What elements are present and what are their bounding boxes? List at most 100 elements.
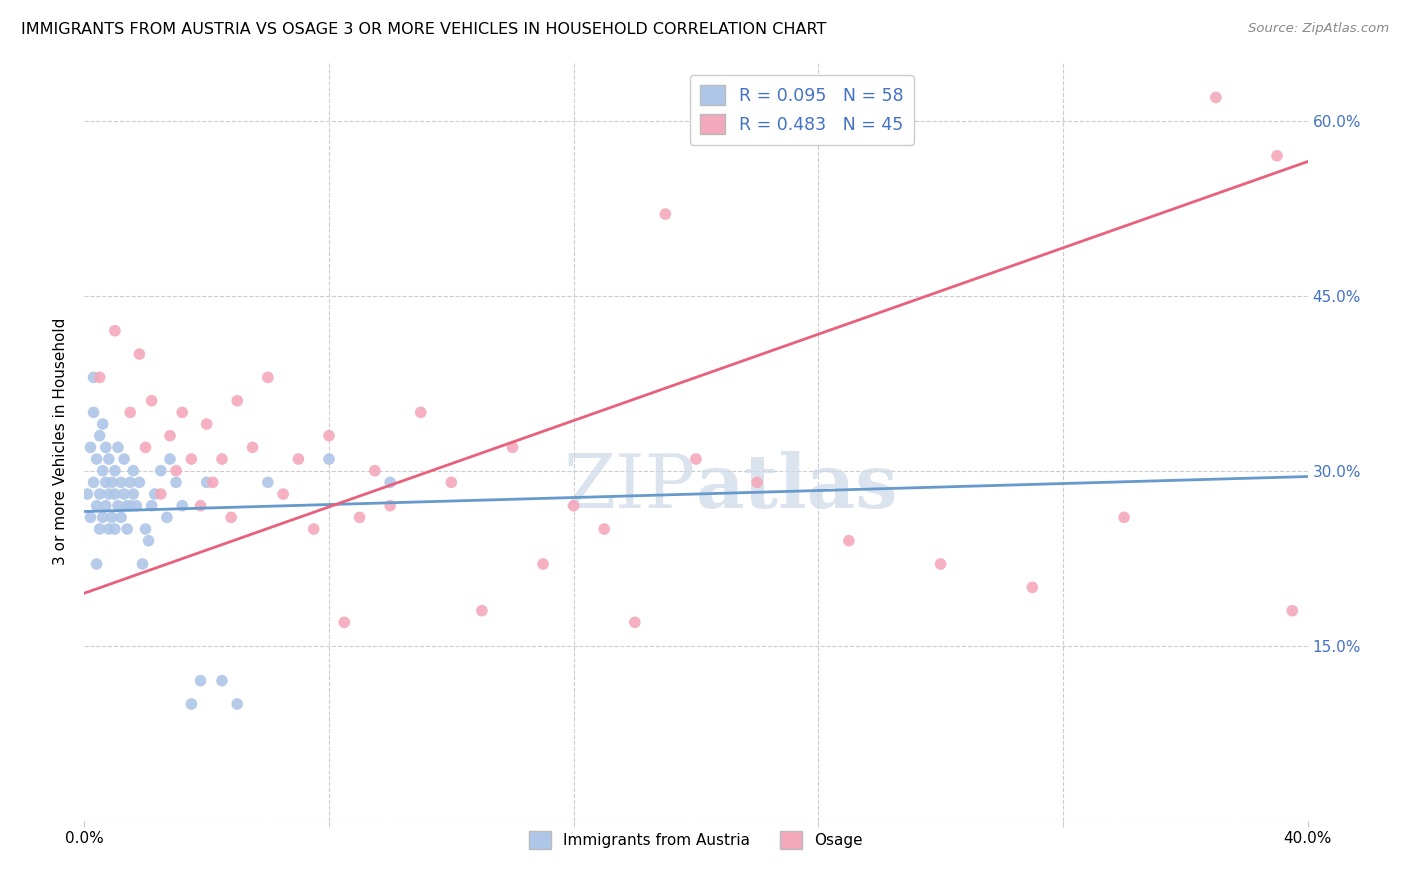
Point	[257, 370, 280, 384]
Y-axis label: 3 or more Vehicles in Household: 3 or more Vehicles in Household	[53, 318, 69, 566]
Point	[287, 452, 309, 467]
Point	[195, 475, 218, 490]
Point	[122, 464, 145, 478]
Point	[97, 522, 120, 536]
Point	[149, 487, 172, 501]
Point	[471, 604, 494, 618]
Point	[257, 475, 280, 490]
Point	[112, 487, 135, 501]
Point	[83, 370, 105, 384]
Point	[141, 393, 163, 408]
Point	[120, 405, 142, 419]
Point	[409, 405, 432, 419]
Point	[211, 452, 233, 467]
Point	[91, 417, 114, 431]
Point	[1021, 580, 1043, 594]
Point	[838, 533, 860, 548]
Point	[115, 522, 138, 536]
Point	[76, 487, 98, 501]
Point	[1265, 149, 1288, 163]
Point	[172, 405, 194, 419]
Point	[1205, 90, 1227, 104]
Legend: Immigrants from Austria, Osage: Immigrants from Austria, Osage	[523, 825, 869, 855]
Point	[83, 405, 105, 419]
Point	[380, 499, 402, 513]
Point	[89, 522, 111, 536]
Text: ZIP: ZIP	[564, 450, 696, 524]
Point	[180, 452, 202, 467]
Point	[138, 533, 160, 548]
Point	[271, 487, 294, 501]
Point	[89, 370, 111, 384]
Point	[349, 510, 371, 524]
Point	[593, 522, 616, 536]
Point	[141, 499, 163, 513]
Point	[333, 615, 356, 630]
Point	[242, 441, 264, 455]
Point	[104, 487, 127, 501]
Point	[180, 697, 202, 711]
Point	[190, 673, 212, 688]
Point	[364, 464, 387, 478]
Point	[156, 510, 179, 524]
Point	[318, 428, 340, 442]
Point	[302, 522, 325, 536]
Point	[86, 452, 108, 467]
Point	[165, 464, 187, 478]
Point	[135, 522, 157, 536]
Point	[101, 475, 124, 490]
Point	[1114, 510, 1136, 524]
Point	[149, 464, 172, 478]
Point	[654, 207, 676, 221]
Point	[89, 487, 111, 501]
Point	[120, 475, 142, 490]
Point	[226, 393, 249, 408]
Point	[562, 499, 585, 513]
Point	[86, 557, 108, 571]
Point	[110, 510, 132, 524]
Text: atlas: atlas	[696, 450, 898, 524]
Point	[1281, 604, 1303, 618]
Point	[97, 487, 120, 501]
Text: IMMIGRANTS FROM AUSTRIA VS OSAGE 3 OR MORE VEHICLES IN HOUSEHOLD CORRELATION CHA: IMMIGRANTS FROM AUSTRIA VS OSAGE 3 OR MO…	[21, 22, 827, 37]
Point	[110, 475, 132, 490]
Point	[79, 510, 101, 524]
Point	[91, 464, 114, 478]
Point	[104, 522, 127, 536]
Point	[128, 347, 150, 361]
Point	[685, 452, 707, 467]
Point	[624, 615, 647, 630]
Point	[122, 487, 145, 501]
Point	[83, 475, 105, 490]
Point	[159, 428, 181, 442]
Point	[159, 452, 181, 467]
Point	[125, 499, 148, 513]
Point	[97, 452, 120, 467]
Point	[201, 475, 224, 490]
Point	[380, 475, 402, 490]
Point	[226, 697, 249, 711]
Point	[135, 441, 157, 455]
Point	[101, 510, 124, 524]
Point	[440, 475, 463, 490]
Point	[94, 499, 117, 513]
Point	[929, 557, 952, 571]
Point	[195, 417, 218, 431]
Point	[318, 452, 340, 467]
Point	[190, 499, 212, 513]
Point	[94, 441, 117, 455]
Point	[747, 475, 769, 490]
Point	[104, 324, 127, 338]
Point	[91, 510, 114, 524]
Point	[502, 441, 524, 455]
Point	[211, 673, 233, 688]
Point	[131, 557, 153, 571]
Point	[107, 441, 129, 455]
Point	[531, 557, 554, 571]
Point	[79, 441, 101, 455]
Point	[115, 499, 138, 513]
Point	[107, 499, 129, 513]
Point	[165, 475, 187, 490]
Point	[143, 487, 166, 501]
Point	[94, 475, 117, 490]
